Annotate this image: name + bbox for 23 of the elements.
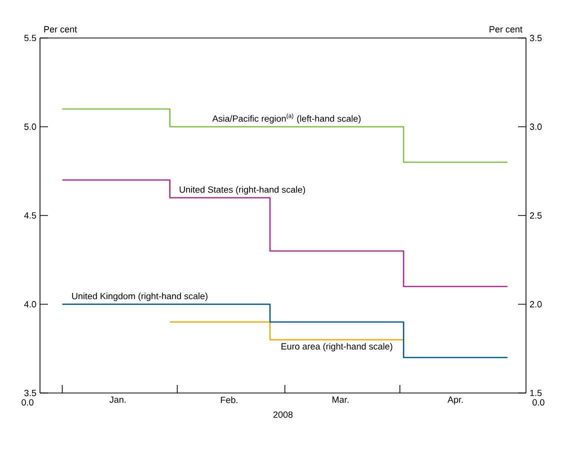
y2-tick-label: 2.5 <box>530 212 542 219</box>
y-tick-label: 5.0 <box>24 124 36 130</box>
x-tick-label: Feb. <box>220 396 238 404</box>
series-label: United States (right-hand scale) <box>180 186 306 195</box>
y-axis-title: Per cent <box>44 26 77 32</box>
series-label: United Kingdom (right-hand scale) <box>72 292 208 302</box>
y-tick-label: 4.0 <box>24 301 36 308</box>
text: 0.0 <box>22 399 34 406</box>
y2-axis-title: Per cent <box>490 26 522 32</box>
x-tick-label: Mar. <box>332 396 348 403</box>
y2-tick-label: 2.0 <box>530 301 542 308</box>
y2-tick-label: 3.0 <box>530 124 542 130</box>
y2-tick-label: 3.5 <box>530 34 542 42</box>
text: 0.0 <box>532 399 544 406</box>
y-tick-label: 5.5 <box>24 34 36 42</box>
series-label: Euro area (right-hand scale) <box>282 342 392 352</box>
x-tick-label: Apr. <box>448 396 463 405</box>
y-tick-label: 3.5 <box>24 390 36 396</box>
x-tick-label: Jan. <box>110 396 126 403</box>
x-axis-title: 2008 <box>273 411 293 418</box>
series-label: Asia/Pacific region$^{(a)}$ (left-hand scale) <box>212 113 361 124</box>
y2-tick-label: 1.5 <box>530 390 542 396</box>
y-tick-label: 4.5 <box>24 212 36 219</box>
